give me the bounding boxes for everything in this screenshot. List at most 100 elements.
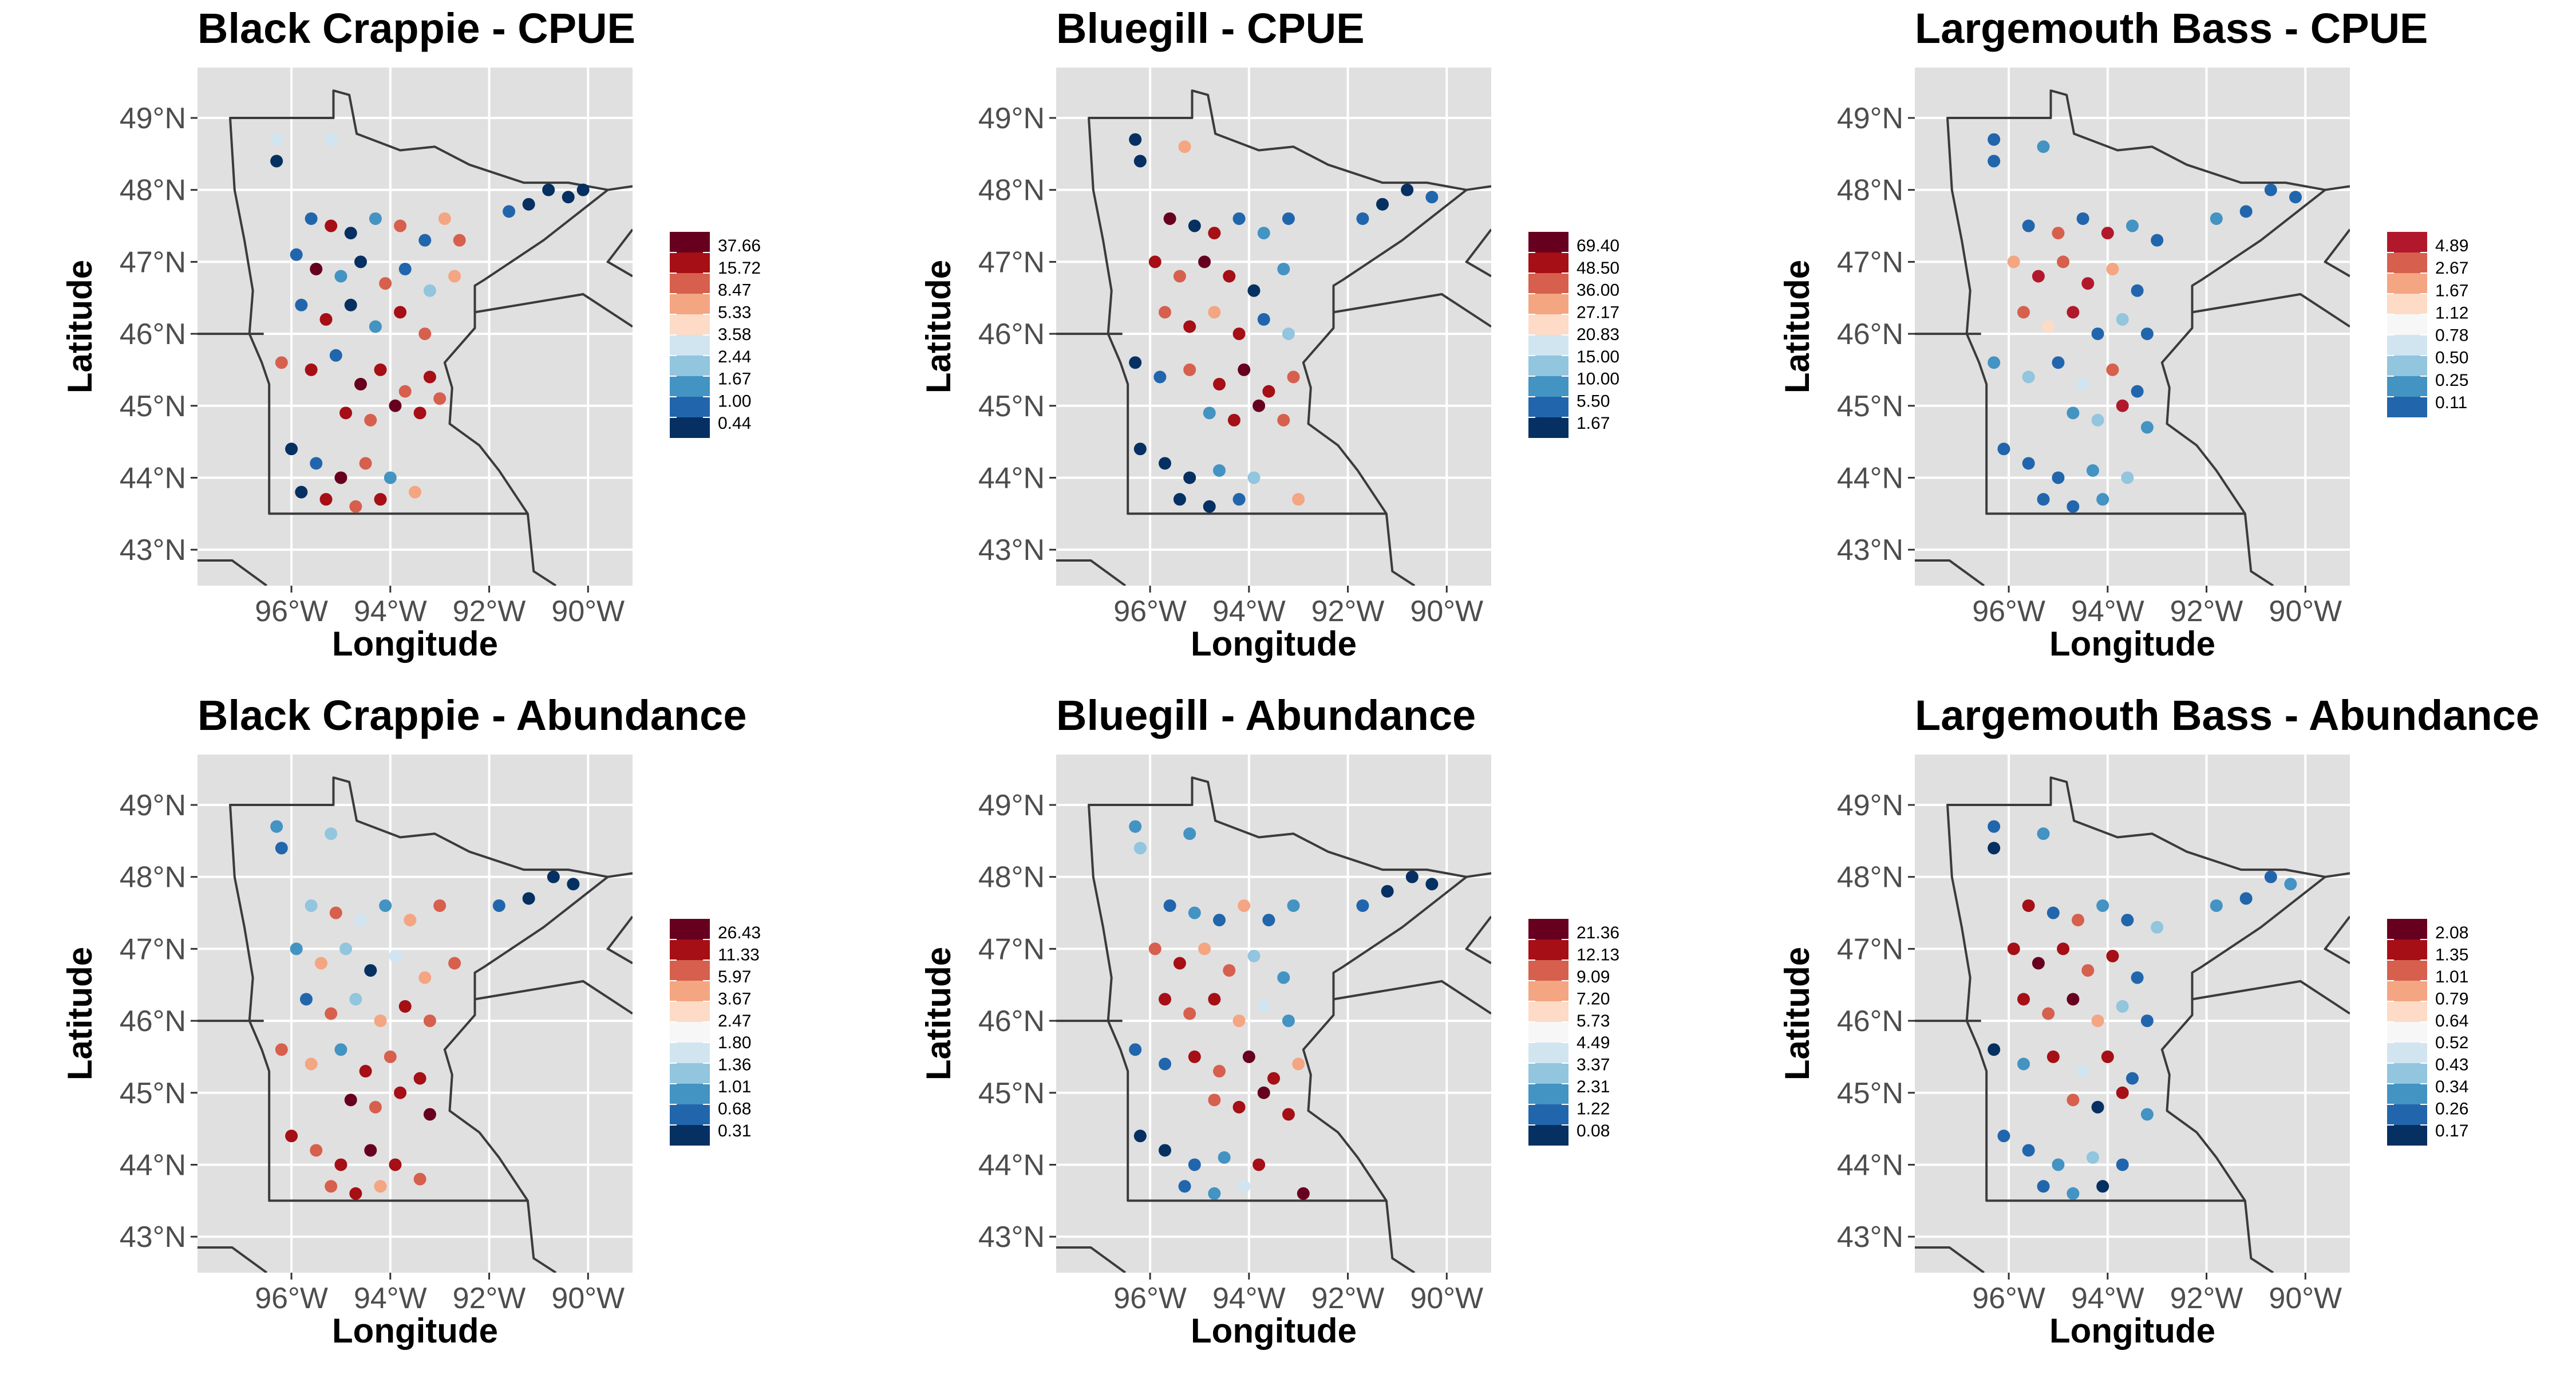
site-point: [334, 1158, 347, 1171]
y-tick-label: 47°N: [1837, 246, 1903, 279]
site-point: [1129, 356, 1142, 369]
site-point: [2046, 1050, 2060, 1063]
y-tick-label: 44°N: [978, 461, 1045, 495]
site-point: [2131, 284, 2144, 297]
x-tick-label: 94°W: [2071, 595, 2144, 628]
x-axis-label: Longitude: [2049, 1312, 2215, 1350]
y-tick-label: 46°N: [978, 1005, 1045, 1038]
site-point: [1988, 133, 2001, 146]
neighbor-boundary: [197, 1246, 268, 1273]
site-point: [2042, 320, 2055, 333]
legend-label: 0.34: [2435, 1077, 2468, 1096]
legend-swatch: [2387, 335, 2427, 356]
site-point: [1253, 399, 1266, 412]
site-point: [285, 1130, 298, 1143]
site-point: [1232, 327, 1246, 341]
site-point: [418, 234, 432, 247]
y-tick-label: 48°N: [1837, 861, 1903, 894]
legend-swatch: [2387, 1063, 2427, 1084]
site-point: [2052, 471, 2065, 484]
site-point: [1208, 306, 1221, 319]
site-point: [576, 183, 590, 196]
site-point: [1218, 1151, 1231, 1164]
site-point: [334, 1043, 347, 1056]
legend-swatch: [1528, 960, 1568, 981]
legend-swatch: [670, 1125, 710, 1146]
site-point: [2057, 255, 2070, 269]
legend-label: 0.11: [2435, 393, 2467, 412]
legend-swatch: [670, 417, 710, 438]
site-point: [2037, 493, 2050, 506]
x-tick-label: 96°W: [1113, 1282, 1187, 1315]
site-point: [1247, 949, 1261, 962]
site-point: [364, 413, 377, 427]
site-point: [2126, 1072, 2139, 1085]
site-point: [2022, 370, 2035, 384]
y-tick-label: 49°N: [120, 789, 186, 822]
neighbor-boundary: [1056, 559, 1127, 586]
site-point: [290, 248, 303, 261]
site-point: [275, 842, 288, 855]
site-point: [1213, 464, 1226, 477]
legend-label: 3.58: [718, 325, 751, 344]
site-point: [310, 457, 323, 470]
site-point: [2067, 306, 2080, 319]
legend-label: 4.49: [1577, 1033, 1610, 1052]
site-point: [359, 1065, 372, 1078]
site-point: [2116, 399, 2129, 412]
site-point: [394, 219, 407, 232]
site-point: [1232, 493, 1246, 506]
legend-swatch: [2387, 981, 2427, 1001]
site-point: [1238, 1180, 1251, 1193]
site-point: [325, 219, 338, 232]
site-point: [1133, 1130, 1147, 1143]
site-point: [2210, 212, 2223, 225]
panel-title: Bluegill - CPUE: [1056, 5, 1365, 52]
y-tick-label: 46°N: [1837, 1005, 1903, 1038]
site-point: [418, 971, 432, 984]
site-point: [2017, 306, 2030, 319]
site-point: [2210, 899, 2223, 912]
site-point: [1188, 906, 1201, 919]
y-tick-label: 45°N: [1837, 390, 1903, 423]
site-point: [2052, 1158, 2065, 1171]
y-tick-label: 48°N: [120, 174, 186, 207]
y-tick-label: 43°N: [1837, 1221, 1903, 1254]
site-point: [1242, 1050, 1255, 1063]
site-point: [354, 255, 367, 269]
x-tick-label: 94°W: [1212, 1282, 1286, 1315]
y-axis-label: Latitude: [61, 947, 99, 1080]
site-point: [398, 1000, 412, 1013]
y-tick-label: 45°N: [1837, 1077, 1903, 1110]
neighbor-boundary: [606, 228, 633, 278]
site-point: [423, 284, 436, 297]
legend-swatch: [2387, 356, 2427, 376]
y-tick-label: 49°N: [978, 102, 1045, 135]
site-point: [413, 1172, 426, 1186]
legend-swatch: [670, 1043, 710, 1063]
legend-swatch: [1528, 939, 1568, 960]
y-tick-label: 45°N: [978, 1077, 1045, 1110]
site-point: [389, 949, 402, 962]
legend-colorbar: 69.40 48.50 36.00 27.17 20.83 15.00 10.00 5.50 1…: [1528, 232, 1619, 438]
site-point: [503, 205, 516, 218]
site-point: [1183, 471, 1196, 484]
legend-label: 3.37: [1577, 1056, 1610, 1075]
site-point: [2032, 270, 2045, 283]
state-boundary: [1088, 89, 1468, 515]
site-point: [1129, 133, 1142, 146]
neighbor-boundary: [526, 1201, 557, 1273]
site-point: [413, 406, 426, 420]
site-point: [2264, 183, 2277, 196]
site-point: [359, 457, 372, 470]
legend-swatch: [2387, 397, 2427, 417]
neighbor-boundary: [1915, 559, 1985, 586]
legend-swatch: [670, 1104, 710, 1125]
y-tick-label: 47°N: [120, 246, 186, 279]
x-tick-label: 96°W: [255, 595, 328, 628]
site-point: [1257, 313, 1270, 326]
y-tick-label: 47°N: [978, 246, 1045, 279]
x-tick-label: 92°W: [1311, 595, 1385, 628]
site-point: [448, 270, 461, 283]
plot-background: [1915, 755, 2350, 1273]
